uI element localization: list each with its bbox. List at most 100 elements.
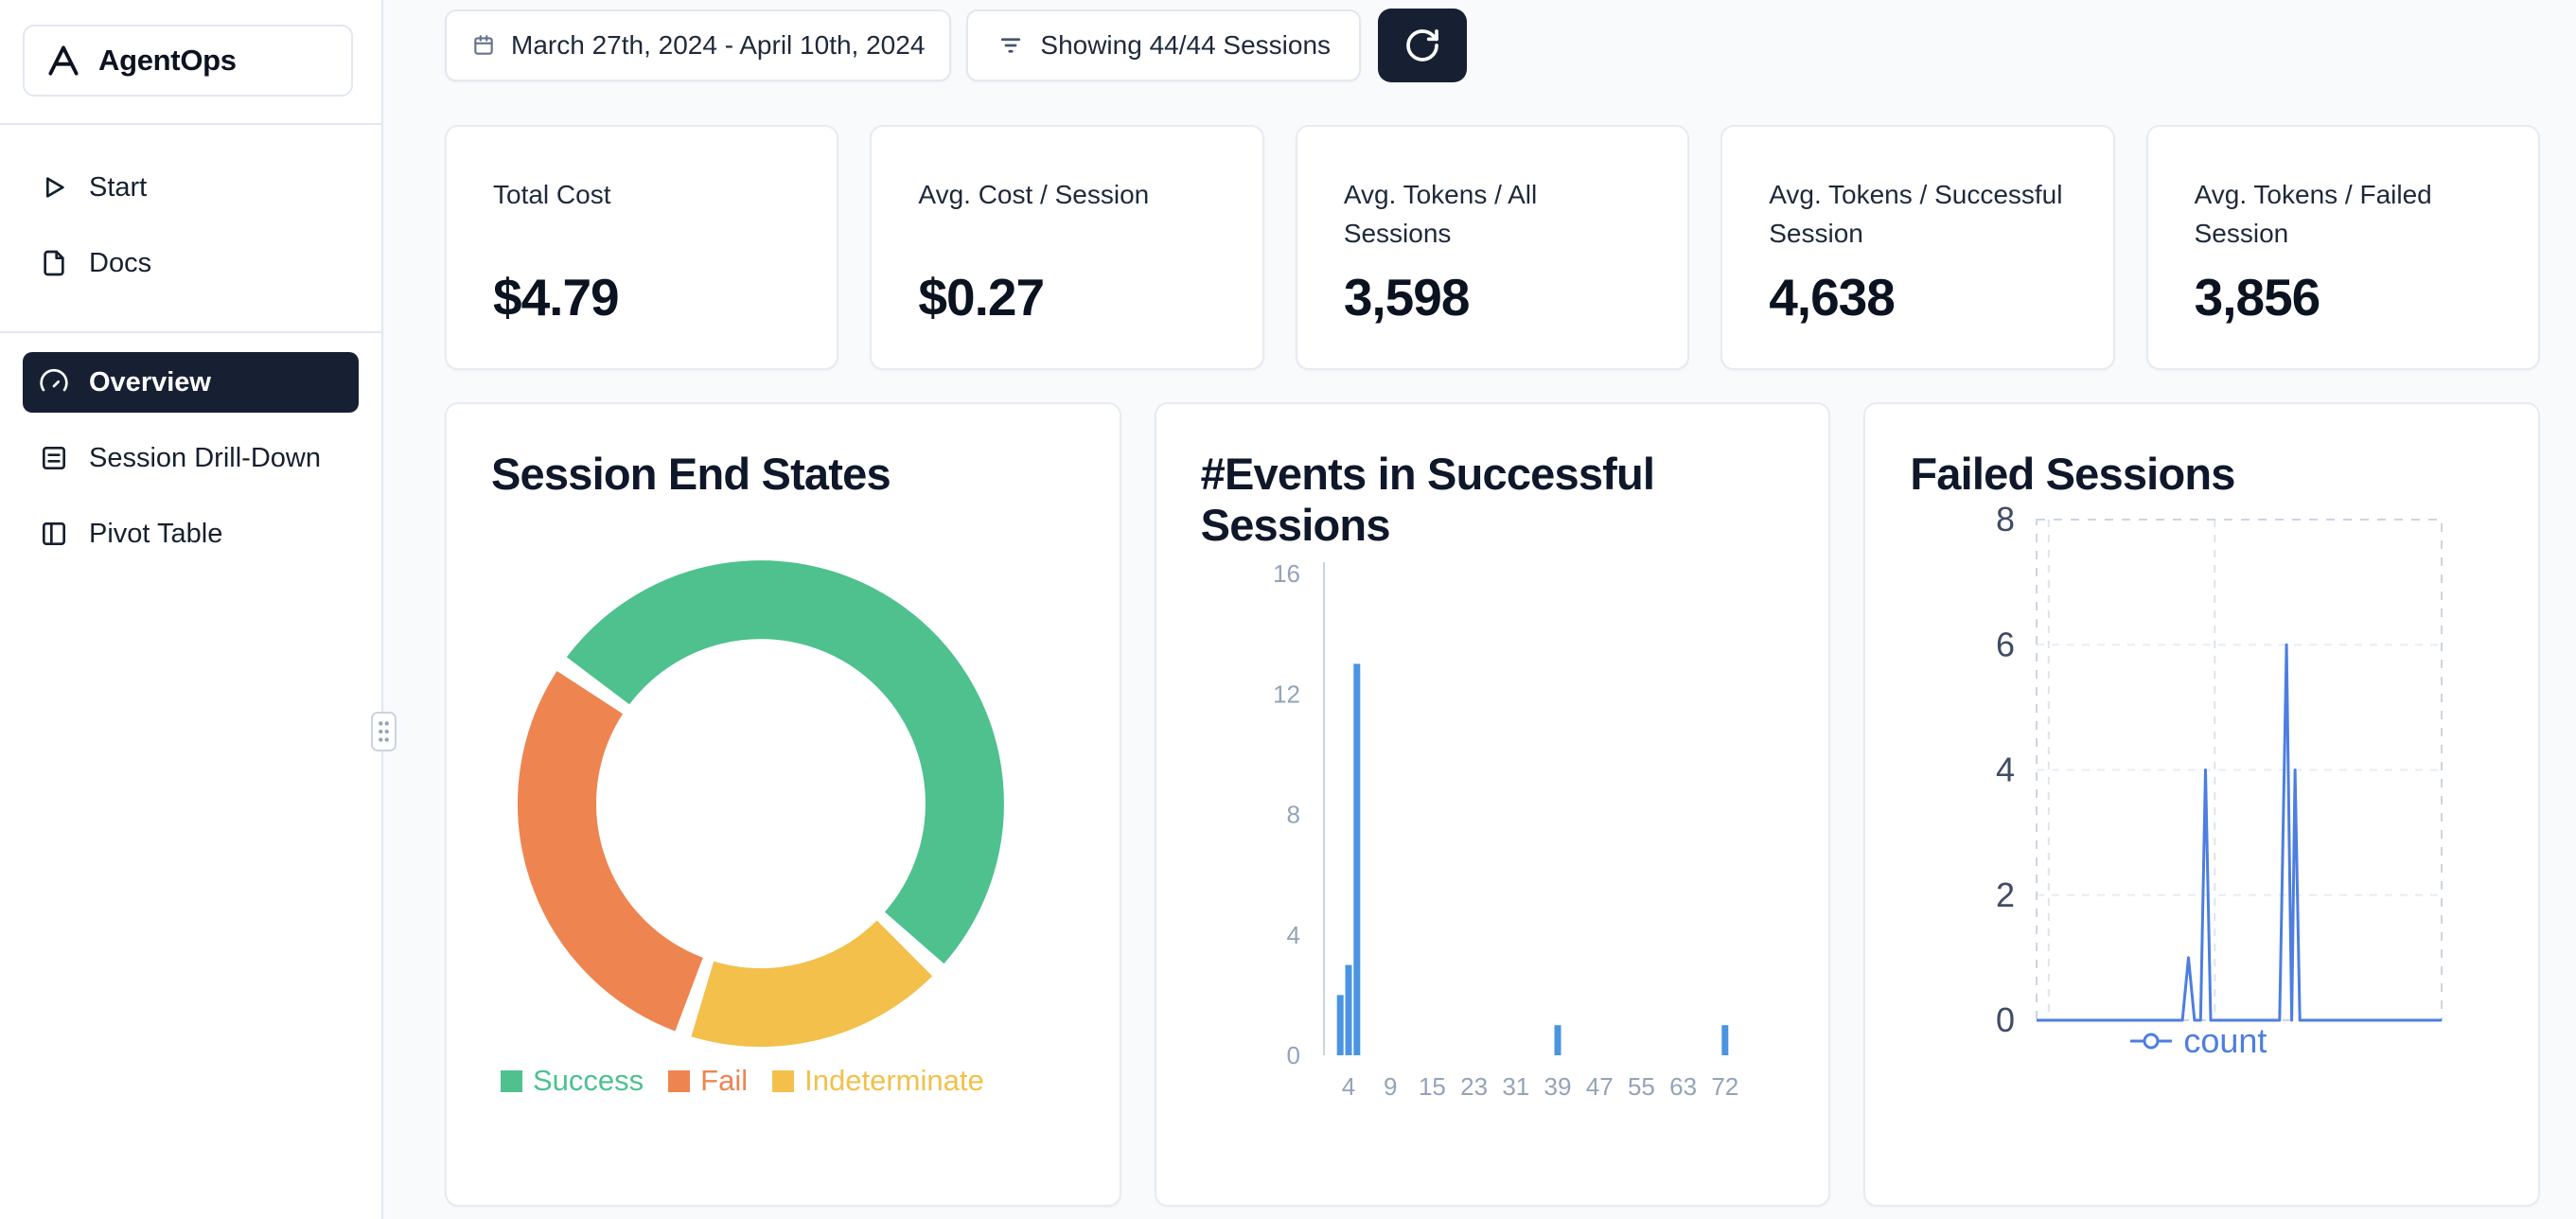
line-legend-label: count — [2183, 1021, 2267, 1060]
sidebar-item-session-drill-down[interactable]: Session Drill-Down — [23, 428, 359, 488]
gauge-icon — [38, 366, 70, 398]
y-tick-label: 6 — [1996, 625, 2015, 663]
y-tick-label: 4 — [1996, 751, 2015, 789]
y-tick-label: 16 — [1273, 559, 1300, 588]
sidebar-item-label: Docs — [89, 247, 152, 278]
legend-item-fail[interactable]: Fail — [668, 1064, 748, 1098]
x-tick-label: 63 — [1669, 1072, 1697, 1101]
date-range-button[interactable]: March 27th, 2024 - April 10th, 2024 — [445, 9, 952, 81]
agentops-logo-icon — [44, 41, 83, 80]
sidebar-item-overview[interactable]: Overview — [23, 352, 359, 413]
events-histogram-chart: 0 4 8 12 16 4 9 15 23 31 39 47 55 63 72 — [1273, 559, 1738, 1101]
sidebar-nav: Start Docs Overview Session Drill-Down — [0, 125, 381, 564]
donut-slice-success[interactable] — [566, 560, 1004, 964]
legend-label: Indeterminate — [804, 1064, 984, 1097]
play-icon — [38, 171, 70, 203]
stat-label: Avg. Tokens / All Sessions — [1343, 180, 1538, 248]
count-line[interactable] — [2037, 643, 2443, 1022]
sidebar-item-docs[interactable]: Docs — [23, 233, 359, 293]
chart-title: Failed Sessions — [1910, 449, 2235, 499]
sidebar-item-start[interactable]: Start — [23, 157, 359, 218]
sidebar-item-pivot-table[interactable]: Pivot Table — [23, 504, 359, 564]
stat-value: $0.27 — [918, 268, 1045, 327]
donut-legend: Success Fail Indeterminate — [501, 1064, 984, 1098]
donut-slice-fail[interactable] — [518, 671, 704, 1032]
grip-dots-icon — [379, 721, 389, 742]
legend-swatch-icon — [501, 1069, 522, 1092]
sidebar-item-label: Start — [89, 171, 148, 203]
stat-value: 3,598 — [1343, 268, 1471, 327]
x-tick-label: 72 — [1711, 1072, 1738, 1101]
session-filter-label: Showing 44/44 Sessions — [1040, 30, 1332, 60]
legend-swatch-icon — [772, 1069, 795, 1092]
filter-icon — [997, 31, 1025, 60]
chart-title: Session End States — [491, 449, 891, 499]
y-tick-label: 0 — [1286, 1041, 1299, 1069]
stats-row: Total Cost $4.79 Avg. Cost / Session $0.… — [445, 125, 2541, 370]
session-end-states-card: Session End States Success Fail Indetermin… — [445, 402, 1121, 1207]
stat-label: Total Cost — [493, 180, 611, 209]
y-tick-label: 2 — [1996, 875, 2015, 914]
stat-value: $4.79 — [493, 268, 620, 327]
stat-label: Avg. Cost / Session — [918, 180, 1150, 209]
legend-item-success[interactable]: Success — [501, 1064, 644, 1098]
stat-label: Avg. Tokens / Failed Session — [2194, 180, 2432, 248]
sessions-list-icon — [38, 442, 70, 474]
chart-title: #Events in Successful Sessions — [1200, 449, 1655, 550]
stat-value: 3,856 — [2194, 268, 2321, 327]
session-filter-button[interactable]: Showing 44/44 Sessions — [966, 9, 1362, 81]
event-count-bar[interactable] — [1554, 1025, 1561, 1055]
refresh-button[interactable] — [1378, 9, 1468, 82]
event-count-bar[interactable] — [1720, 1025, 1728, 1055]
events-in-successful-sessions-card: #Events in Successful Sessions 0 4 8 12 16 4 9… — [1154, 402, 1831, 1207]
x-tick-label: 9 — [1384, 1072, 1397, 1101]
line-legend-marker-icon — [2130, 1033, 2173, 1050]
legend-label: Success — [533, 1064, 644, 1097]
failed-sessions-line-chart: 0 2 4 6 8 — [1996, 500, 2444, 1039]
event-count-bar[interactable] — [1336, 995, 1344, 1055]
charts-row: Session End States Success Fail Indetermin… — [445, 402, 2541, 1207]
pivot-table-icon — [38, 518, 70, 550]
legend-item-count[interactable]: count — [2130, 1021, 2267, 1061]
stat-label: Avg. Tokens / Successful Session — [1769, 180, 2063, 248]
session-end-states-donut-chart — [518, 560, 1004, 1048]
x-tick-label: 31 — [1502, 1072, 1529, 1101]
stat-card-avg-tokens-failed: Avg. Tokens / Failed Session 3,856 — [2145, 125, 2541, 370]
topbar: March 27th, 2024 - April 10th, 2024 Show… — [445, 9, 2540, 82]
donut-slice-indeterminate[interactable] — [691, 919, 933, 1048]
x-tick-label: 47 — [1585, 1072, 1613, 1101]
sidebar-item-label: Session Drill-Down — [89, 442, 321, 473]
stat-card-avg-tokens-successful: Avg. Tokens / Successful Session 4,638 — [1720, 125, 2115, 370]
stat-card-total-cost: Total Cost $4.79 — [445, 125, 839, 370]
x-tick-label: 39 — [1544, 1072, 1571, 1101]
docs-icon — [38, 247, 70, 279]
main-content: March 27th, 2024 - April 10th, 2024 Show… — [383, 0, 2576, 1219]
app-name: AgentOps — [98, 44, 237, 77]
x-tick-label: 55 — [1628, 1072, 1655, 1101]
event-count-bar[interactable] — [1345, 964, 1352, 1055]
legend-swatch-icon — [668, 1069, 691, 1092]
event-count-bar[interactable] — [1352, 663, 1360, 1055]
sidebar-divider — [0, 331, 381, 333]
sidebar: AgentOps Start Docs Overview — [0, 0, 383, 1219]
x-tick-label: 15 — [1419, 1072, 1446, 1101]
agentops-logo[interactable]: AgentOps — [23, 25, 353, 97]
stat-card-avg-cost-session: Avg. Cost / Session $0.27 — [870, 125, 1264, 370]
sidebar-divider — [0, 123, 381, 125]
y-tick-label: 8 — [1286, 801, 1299, 829]
x-tick-label: 23 — [1460, 1072, 1488, 1101]
refresh-icon — [1403, 26, 1441, 64]
calendar-icon — [471, 33, 496, 58]
sidebar-item-label: Overview — [89, 366, 211, 398]
sidebar-item-label: Pivot Table — [89, 518, 223, 549]
y-tick-label: 8 — [1996, 500, 2015, 539]
date-range-label: March 27th, 2024 - April 10th, 2024 — [511, 30, 926, 60]
legend-item-indeterminate[interactable]: Indeterminate — [772, 1064, 984, 1098]
sidebar-resize-handle[interactable] — [371, 712, 397, 751]
x-tick-label: 4 — [1341, 1072, 1354, 1101]
stat-card-avg-tokens-all: Avg. Tokens / All Sessions 3,598 — [1295, 125, 1690, 370]
legend-label: Fail — [700, 1064, 749, 1097]
stat-value: 4,638 — [1769, 268, 1896, 327]
failed-sessions-card: Failed Sessions 0 2 4 6 8 count — [1863, 402, 2541, 1207]
